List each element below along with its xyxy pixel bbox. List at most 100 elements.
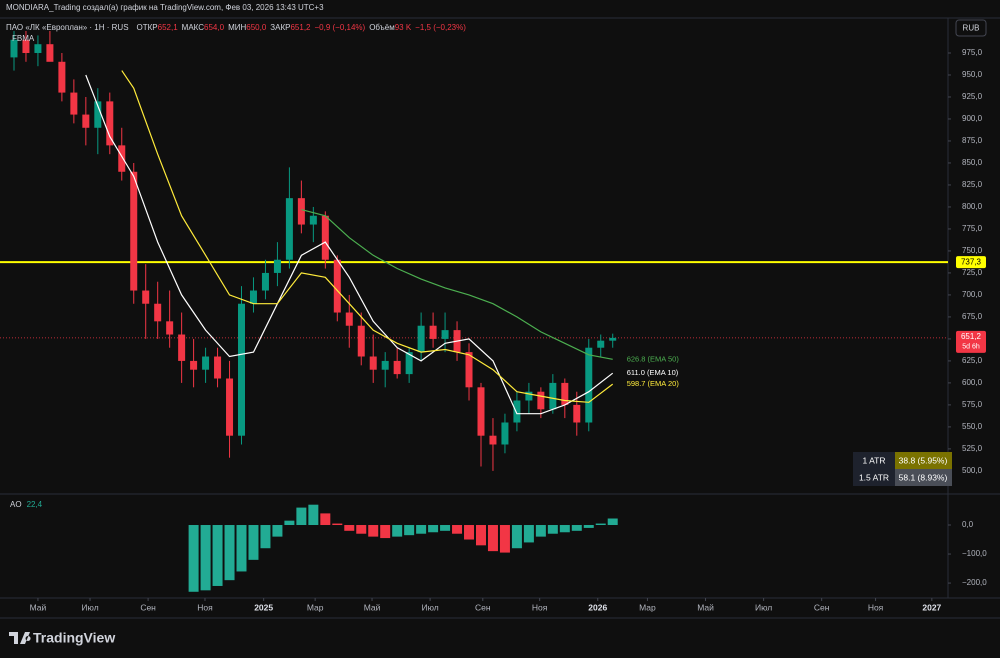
y-tick-label: 725,0 bbox=[962, 268, 983, 277]
candle-body bbox=[609, 337, 617, 341]
candle-body bbox=[130, 171, 138, 291]
candle-body bbox=[22, 39, 30, 53]
ema-line bbox=[121, 70, 614, 403]
x-tick-label: Мар bbox=[307, 602, 324, 612]
y-tick-label: 875,0 bbox=[962, 136, 983, 145]
candle-body bbox=[525, 391, 533, 401]
candle-body bbox=[214, 356, 222, 379]
candle-body bbox=[46, 44, 54, 62]
ao-bar bbox=[368, 525, 379, 537]
stat-label: МАКС bbox=[182, 23, 205, 32]
atr-cell bbox=[895, 452, 952, 469]
candle-body bbox=[273, 259, 281, 273]
candle-body bbox=[357, 325, 365, 357]
candle-body bbox=[321, 215, 329, 260]
candle-body bbox=[381, 360, 389, 370]
ao-bar bbox=[356, 525, 367, 534]
x-tick-label: Мар bbox=[639, 602, 656, 612]
atr-value: 38.8 (5.95%) bbox=[899, 455, 948, 465]
atr-value: 58.1 (8.93%) bbox=[899, 472, 948, 482]
y-tick-label: 525,0 bbox=[962, 444, 983, 453]
candle-body bbox=[429, 325, 437, 339]
ao-bar bbox=[248, 525, 259, 560]
ao-bar bbox=[523, 525, 534, 543]
candle-body bbox=[513, 400, 521, 423]
last-price-box bbox=[956, 330, 986, 353]
ao-bar bbox=[487, 525, 498, 552]
y-tick-label: 675,0 bbox=[962, 312, 983, 321]
atr-table: 1 ATR 38.8 (5.95%) 1.5 ATR 58.1 (8.93%) bbox=[853, 452, 952, 486]
logo[interactable]: TradingView bbox=[9, 630, 115, 646]
logo-text[interactable]: TradingView bbox=[33, 630, 115, 646]
y-tick-label: 950,0 bbox=[962, 70, 983, 79]
candle-body bbox=[249, 290, 257, 304]
candle-body bbox=[261, 272, 269, 291]
candle-body bbox=[82, 114, 90, 128]
ao-bar bbox=[392, 525, 403, 537]
x-tick-label: Май bbox=[697, 602, 714, 612]
ao-bar bbox=[260, 525, 271, 549]
ao-bar bbox=[535, 525, 546, 537]
stat-label: ОТКР bbox=[137, 23, 158, 32]
x-tick-label: 2027 bbox=[922, 602, 941, 612]
ao-bar bbox=[188, 525, 199, 592]
x-tick-label: Июл bbox=[81, 602, 98, 612]
candle-body bbox=[573, 404, 581, 423]
atr-label: 1.5 ATR bbox=[859, 472, 889, 482]
stat-label: ЗАКР bbox=[270, 23, 290, 32]
candle-body bbox=[34, 44, 42, 53]
candle-body bbox=[190, 360, 198, 370]
ao-bar bbox=[452, 525, 463, 534]
x-tick-label: 2026 bbox=[588, 602, 607, 612]
candle-body bbox=[561, 382, 569, 405]
y-tick-label: 750,0 bbox=[962, 246, 983, 255]
candle-body bbox=[489, 435, 497, 445]
x-tick-label: Ноя bbox=[868, 602, 884, 612]
ao-bar bbox=[308, 504, 319, 526]
candle-body bbox=[549, 382, 557, 410]
y-tick-label: 825,0 bbox=[962, 180, 983, 189]
author-line: MONDIARA_Trading создал(а) график на Tra… bbox=[6, 3, 324, 12]
candle-body bbox=[142, 290, 150, 304]
candle-body bbox=[501, 422, 509, 445]
indicator-name: FBMA bbox=[12, 34, 35, 43]
x-tick-label: Ноя bbox=[197, 602, 213, 612]
candle-body bbox=[118, 145, 126, 172]
ao-value: 22,4 bbox=[27, 500, 43, 509]
last-price-label: 651,2 bbox=[961, 332, 982, 341]
ao-bar bbox=[224, 525, 235, 581]
candle-body bbox=[537, 391, 545, 410]
candle-body bbox=[405, 352, 413, 375]
ao-bar bbox=[332, 523, 343, 526]
candle-body bbox=[154, 303, 162, 322]
candle-body bbox=[393, 360, 401, 375]
ema-line bbox=[85, 74, 614, 415]
logo-icon[interactable] bbox=[9, 632, 31, 644]
ao-bar bbox=[404, 525, 415, 536]
currency-button[interactable] bbox=[955, 19, 987, 37]
stat-value: 650,0 bbox=[246, 23, 267, 32]
volume-label: Объём bbox=[369, 23, 395, 32]
volume-change: −1,5 (−0,23%) bbox=[415, 23, 466, 32]
ao-bar bbox=[380, 525, 391, 539]
ao-bar bbox=[272, 525, 283, 537]
candle-body bbox=[441, 330, 449, 339]
candle-body bbox=[178, 334, 186, 361]
y-tick-label: 900,0 bbox=[962, 114, 983, 123]
ao-bar bbox=[547, 525, 558, 534]
candle-body bbox=[597, 340, 605, 348]
candle-body bbox=[345, 312, 353, 326]
x-tick-label: Май bbox=[364, 602, 381, 612]
ao-bar bbox=[344, 525, 355, 531]
candle-body bbox=[106, 101, 114, 146]
candle-body bbox=[369, 356, 377, 370]
ao-bar bbox=[499, 525, 510, 553]
currency-label[interactable]: RUB bbox=[963, 24, 980, 33]
ao-bar bbox=[320, 513, 331, 526]
y-tick-label: 700,0 bbox=[962, 290, 983, 299]
ao-title: AO 22,4 bbox=[10, 500, 43, 509]
symbol-line: ПАО «ЛК «Европлан» · 1Н · RUS ОТКР652,1 МА… bbox=[6, 23, 466, 32]
candle-body bbox=[333, 259, 341, 313]
